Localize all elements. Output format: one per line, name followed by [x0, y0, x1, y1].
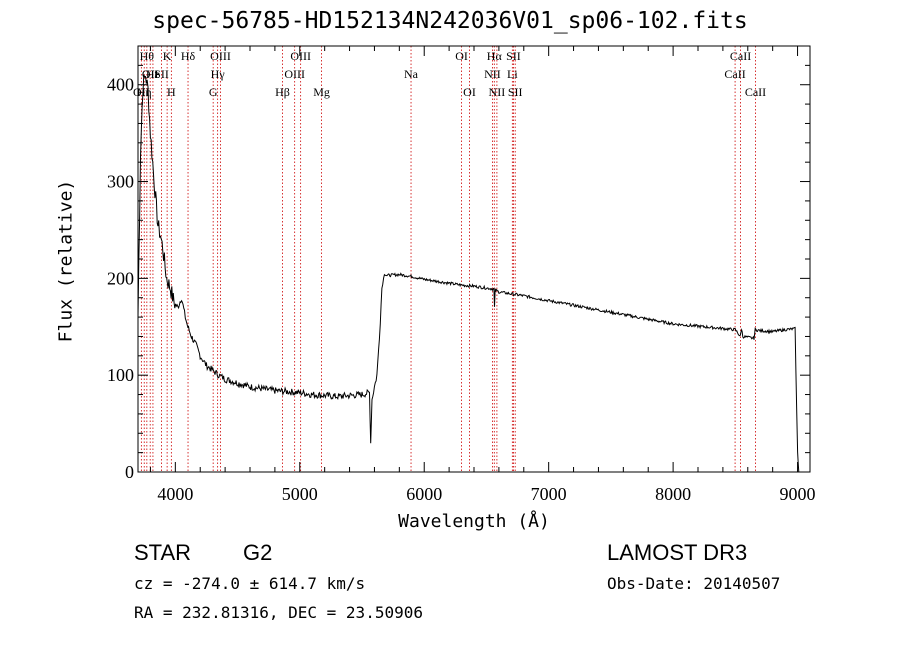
x-axis-label: Wavelength (Å) — [398, 511, 550, 532]
emission-line-label: K — [163, 49, 172, 63]
emission-line-label: OI — [463, 85, 476, 99]
y-tick-label: 400 — [107, 75, 134, 95]
emission-line-layer — [140, 46, 756, 472]
emission-line-label: OIII — [284, 67, 305, 81]
x-tick-label: 9000 — [780, 484, 816, 504]
emission-line-label: OIII — [210, 49, 231, 63]
emission-line-label: Hβ — [275, 85, 290, 99]
chart-title: spec-56785-HD152134N242036V01_sp06-102.f… — [152, 8, 748, 34]
plot-frame — [137, 45, 811, 473]
object-type: STAR — [134, 540, 192, 565]
emission-line-label: H — [167, 85, 176, 99]
y-tick-label: 0 — [125, 462, 134, 482]
x-tick-label: 4000 — [157, 484, 193, 504]
emission-line-label: G — [209, 85, 218, 99]
emission-line-label: CaII — [724, 67, 745, 81]
y-tick-label: 100 — [107, 365, 134, 385]
emission-line-label: He — [146, 67, 160, 81]
coordinates: RA = 232.81316, DEC = 23.50906 — [134, 603, 423, 622]
emission-line-label: OII — [133, 85, 150, 99]
y-axis-label: Flux (relative) — [55, 179, 77, 343]
x-tick-label: 6000 — [406, 484, 442, 504]
x-tick-label: 7000 — [531, 484, 567, 504]
emission-line-label: OIII — [290, 49, 311, 63]
emission-line-label: Hδ — [181, 49, 196, 63]
emission-line-label: Na — [404, 67, 419, 81]
emission-line-label: Hγ — [211, 67, 226, 81]
emission-line-label: Hθ — [140, 49, 155, 63]
emission-line-label: Li — [507, 67, 518, 81]
emission-line-label: Hα — [487, 49, 503, 63]
emission-line-label: SII — [506, 49, 521, 63]
emission-line-label: CaII — [730, 49, 751, 63]
emission-label-layer: OIIHηHθOIIHeSIIKHHδGHγOIIIHβOIIIOIIIMgNa… — [133, 49, 766, 99]
y-tick-label: 300 — [107, 172, 134, 192]
axis-ticks: 4000 5000 6000 7000 8000 9000 0 100 200 300 400 — [107, 46, 816, 504]
emission-line-label: SII — [508, 85, 523, 99]
redshift-velocity: cz = -274.0 ± 614.7 km/s — [134, 574, 366, 593]
x-tick-label: 8000 — [655, 484, 691, 504]
object-subclass: G2 — [243, 540, 273, 565]
y-tick-label: 200 — [107, 268, 134, 288]
emission-line-label: NII — [489, 85, 506, 99]
x-tick-label: 5000 — [282, 484, 318, 504]
emission-line-label: CaII — [745, 85, 766, 99]
emission-line-label: SII — [154, 67, 169, 81]
spectrum-curve — [137, 74, 800, 473]
emission-line-label: Hη — [137, 85, 152, 99]
emission-line-label: Mg — [313, 85, 330, 99]
emission-line-label: NII — [484, 67, 501, 81]
survey-name: LAMOST DR3 — [607, 540, 748, 565]
emission-line-label: OI — [455, 49, 468, 63]
observation-date: Obs-Date: 20140507 — [607, 574, 781, 593]
